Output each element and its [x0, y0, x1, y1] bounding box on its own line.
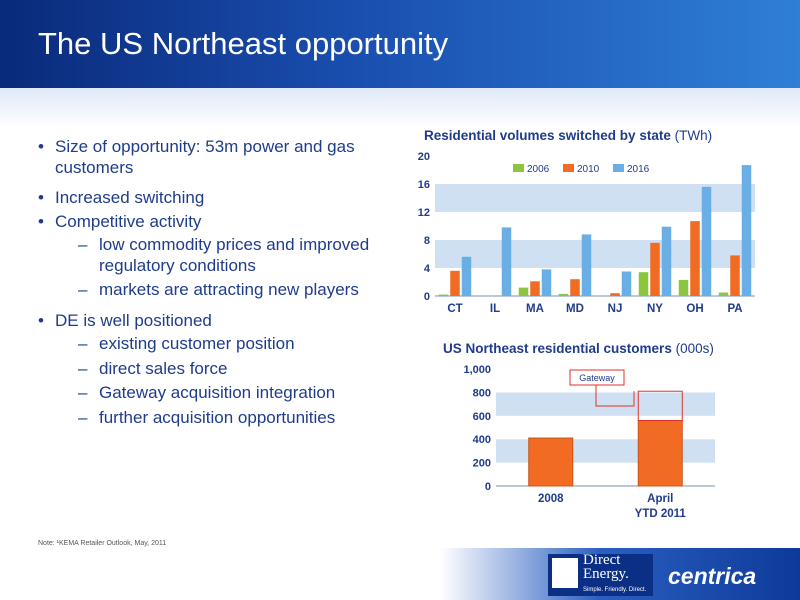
legend-swatch-2006 — [513, 164, 524, 172]
y-tick-label: 8 — [424, 235, 430, 247]
bar-2016-OH — [701, 186, 712, 296]
bar-2006-OH — [678, 279, 689, 296]
y-tick-label: 0 — [485, 481, 491, 493]
bullet-list: Size of opportunity: 53m power and gas c… — [38, 137, 383, 432]
y-tick-label: 1,000 — [463, 364, 491, 376]
bar-2010-NJ — [610, 293, 620, 296]
chart-2-title-text: US Northeast residential customers — [443, 341, 672, 356]
sub-bullet-item: further acquisition opportunities — [38, 408, 383, 429]
direct-energy-mark-icon — [552, 558, 578, 588]
x-tick-label: 2008 — [538, 493, 564, 505]
bar-2010-NY — [650, 242, 660, 296]
bullet-item: DE is well positioned — [38, 311, 383, 332]
header-fade — [0, 88, 800, 128]
bar-2006-MA — [518, 287, 529, 296]
y-tick-label: 12 — [418, 207, 430, 219]
gateway-label: Gateway — [579, 373, 615, 383]
bar-2016-NY — [661, 226, 672, 296]
chart-2-customers: 0 200 400 600 800 1,000 2008 April YTD 2011 Gatew… — [463, 364, 715, 520]
chart-1-title-text: Residential volumes switched by state — [424, 128, 671, 143]
x-tick-label: MA — [526, 303, 544, 315]
sub-bullet-item: existing customer position — [38, 334, 383, 355]
y-tick-label: 600 — [473, 411, 491, 423]
direct-energy-wordmark: Direct Energy. — [583, 552, 629, 582]
bar-2016-PA — [741, 165, 752, 296]
x-tick-label: OH — [686, 303, 703, 315]
chart-2-title: US Northeast residential customers (000s… — [443, 341, 714, 356]
chart-1-title: Residential volumes switched by state (T… — [424, 128, 712, 143]
y-tick-label: 20 — [418, 151, 430, 163]
x-tick-label: MD — [566, 303, 584, 315]
bullet-item: Size of opportunity: 53m power and gas c… — [38, 137, 383, 178]
direct-energy-tagline: Simple. Friendly. Direct. — [583, 587, 647, 593]
gateway-outline — [637, 390, 683, 421]
bar-2016-IL — [501, 227, 512, 296]
x-tick-label: YTD 2011 — [635, 508, 687, 520]
bar-2010-CT — [450, 270, 460, 296]
bar-2016-MA — [541, 269, 552, 296]
legend-swatch-2016 — [613, 164, 624, 172]
plot-band — [435, 184, 755, 212]
x-tick-label: April — [647, 493, 673, 505]
bar-2016-MD — [581, 234, 592, 296]
plot-band — [435, 212, 755, 240]
y-tick-label: 16 — [418, 179, 430, 191]
plot-band — [435, 156, 755, 184]
chart-2-title-unit: (000s) — [675, 341, 714, 356]
chart-1-title-unit: (TWh) — [674, 128, 713, 143]
sub-bullet-item: low commodity prices and improved regula… — [38, 235, 383, 276]
x-tick-label: NJ — [608, 303, 623, 315]
chart-1-states: 0 4 8 12 16 20 CT IL MA MD NJ NY OH PA 2006 2010 2016 — [418, 151, 755, 315]
bar-2010-MA — [530, 281, 540, 296]
bar-2006-MD — [558, 293, 569, 296]
x-tick-label: CT — [447, 303, 462, 315]
plot-band — [435, 240, 755, 268]
legend-label: 2010 — [577, 164, 600, 175]
sub-bullet-item: direct sales force — [38, 359, 383, 380]
bar-2016-NJ — [621, 271, 632, 296]
centrica-logo: centrica — [668, 563, 757, 589]
bar-2006-NY — [638, 272, 649, 296]
y-tick-label: 400 — [473, 434, 491, 446]
footnote: Note: ¹KEMA Retailer Outlook, May, 2011 — [38, 540, 167, 547]
x-tick-label: PA — [727, 303, 742, 315]
legend-label: 2016 — [627, 164, 650, 175]
legend-label: 2006 — [527, 164, 550, 175]
footer-bar — [0, 548, 800, 600]
header-bar — [0, 0, 800, 88]
sub-bullet-item: Gateway acquisition integration — [38, 383, 383, 404]
bar-2010-OH — [690, 221, 700, 296]
plot-band — [496, 392, 715, 416]
plot-band — [435, 268, 755, 296]
bullet-item: Increased switching — [38, 188, 383, 209]
bar-2008 — [528, 437, 574, 487]
legend-swatch-2010 — [563, 164, 574, 172]
gateway-label-box — [569, 369, 625, 386]
bullet-item: Competitive activity — [38, 212, 383, 233]
slide-title: The US Northeast opportunity — [38, 26, 449, 61]
bar-2006-PA — [718, 292, 729, 296]
y-tick-label: 4 — [424, 263, 431, 275]
bar-2010-MD — [570, 279, 580, 296]
bar-April YTD 2011 — [637, 419, 683, 487]
y-tick-label: 0 — [424, 291, 430, 303]
x-tick-label: NY — [647, 303, 663, 315]
gateway-connector — [595, 384, 635, 407]
direct-energy-wordmark-line2: Energy. — [583, 566, 629, 582]
sub-bullet-item: markets are attracting new players — [38, 280, 383, 301]
bar-2016-CT — [461, 256, 472, 296]
direct-energy-wordmark-line1: Direct — [583, 552, 621, 568]
x-tick-label: IL — [490, 303, 500, 315]
y-tick-label: 800 — [473, 387, 491, 399]
bar-2010-PA — [730, 255, 740, 296]
bar-2006-CT — [438, 294, 449, 296]
y-tick-label: 200 — [473, 458, 491, 470]
